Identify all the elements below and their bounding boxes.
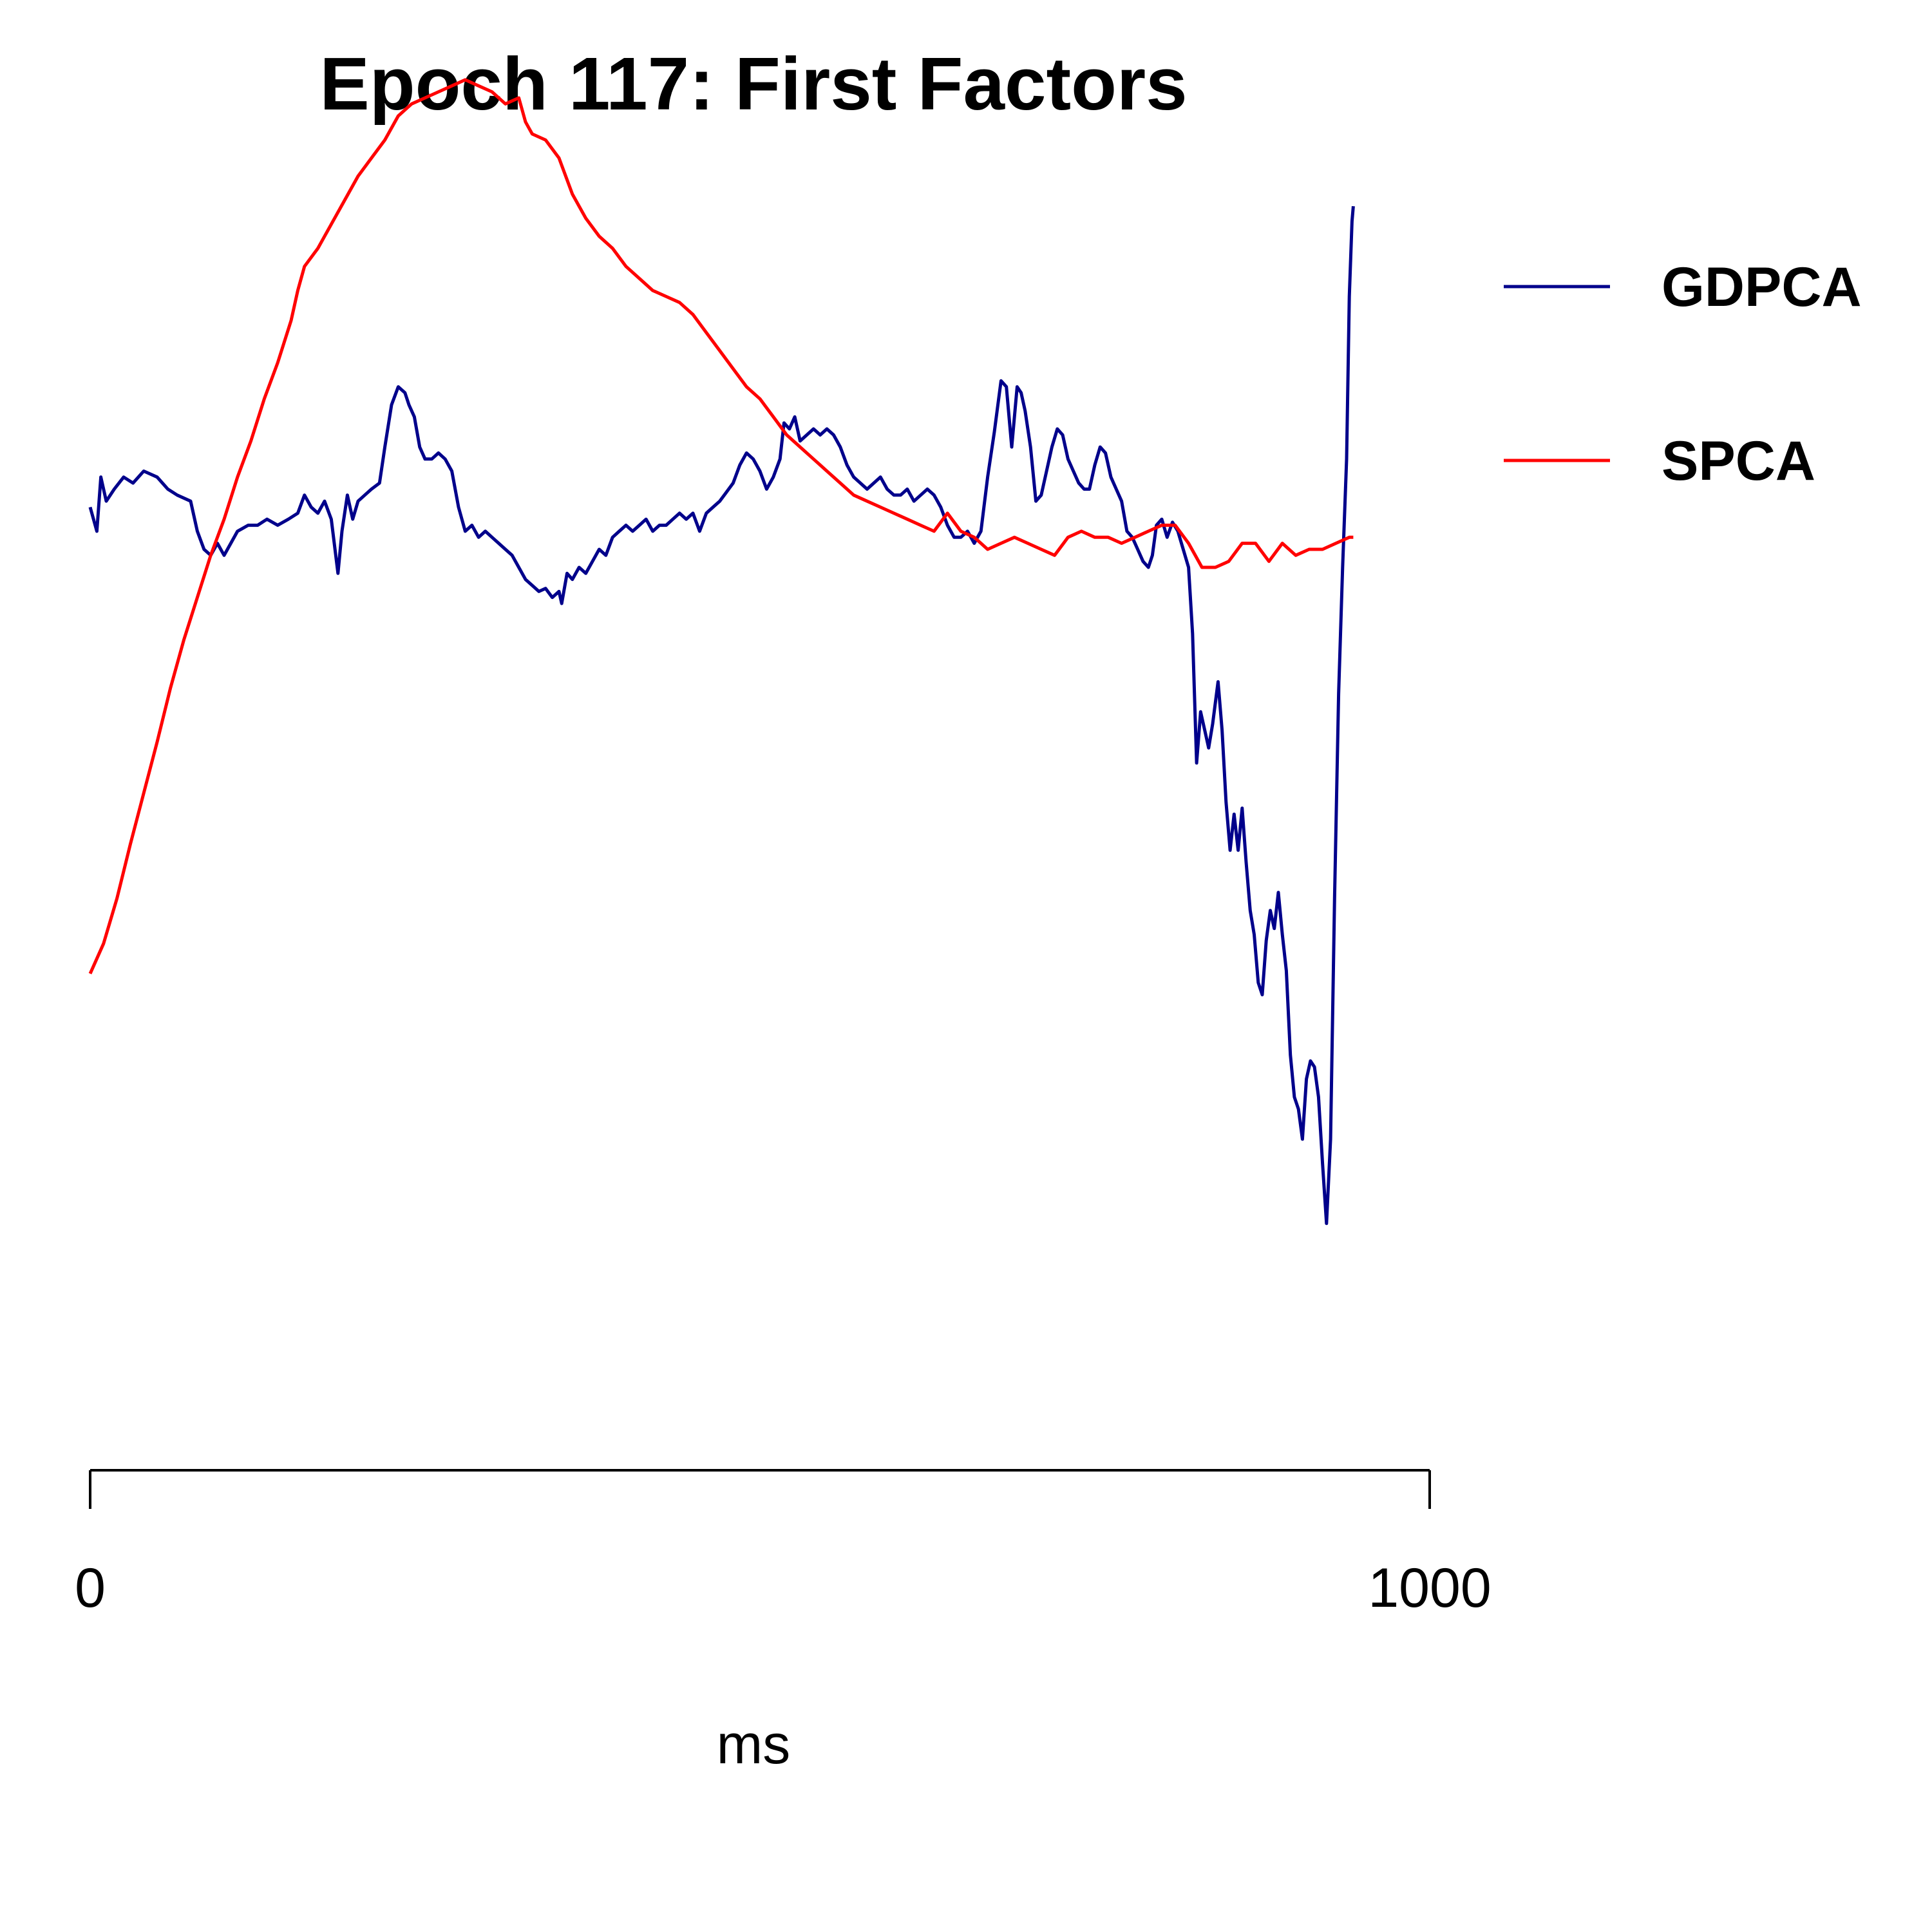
chart-title: Epoch 117: First Factors	[319, 42, 1187, 126]
x-tick-label-1000: 1000	[1368, 1557, 1491, 1619]
series-line-spca	[88, 78, 1354, 974]
series-layer	[88, 78, 1355, 1226]
legend-label-spca: SPCA	[1662, 430, 1815, 492]
legend-label-gdpca: GDPCA	[1662, 256, 1862, 318]
series-line-gdpca	[88, 205, 1355, 1226]
x-tick-label-0: 0	[75, 1557, 106, 1619]
x-axis: 0 1000 ms	[75, 1469, 1492, 1776]
legend: GDPCA SPCA	[1504, 256, 1862, 492]
x-axis-label: ms	[717, 1714, 791, 1776]
